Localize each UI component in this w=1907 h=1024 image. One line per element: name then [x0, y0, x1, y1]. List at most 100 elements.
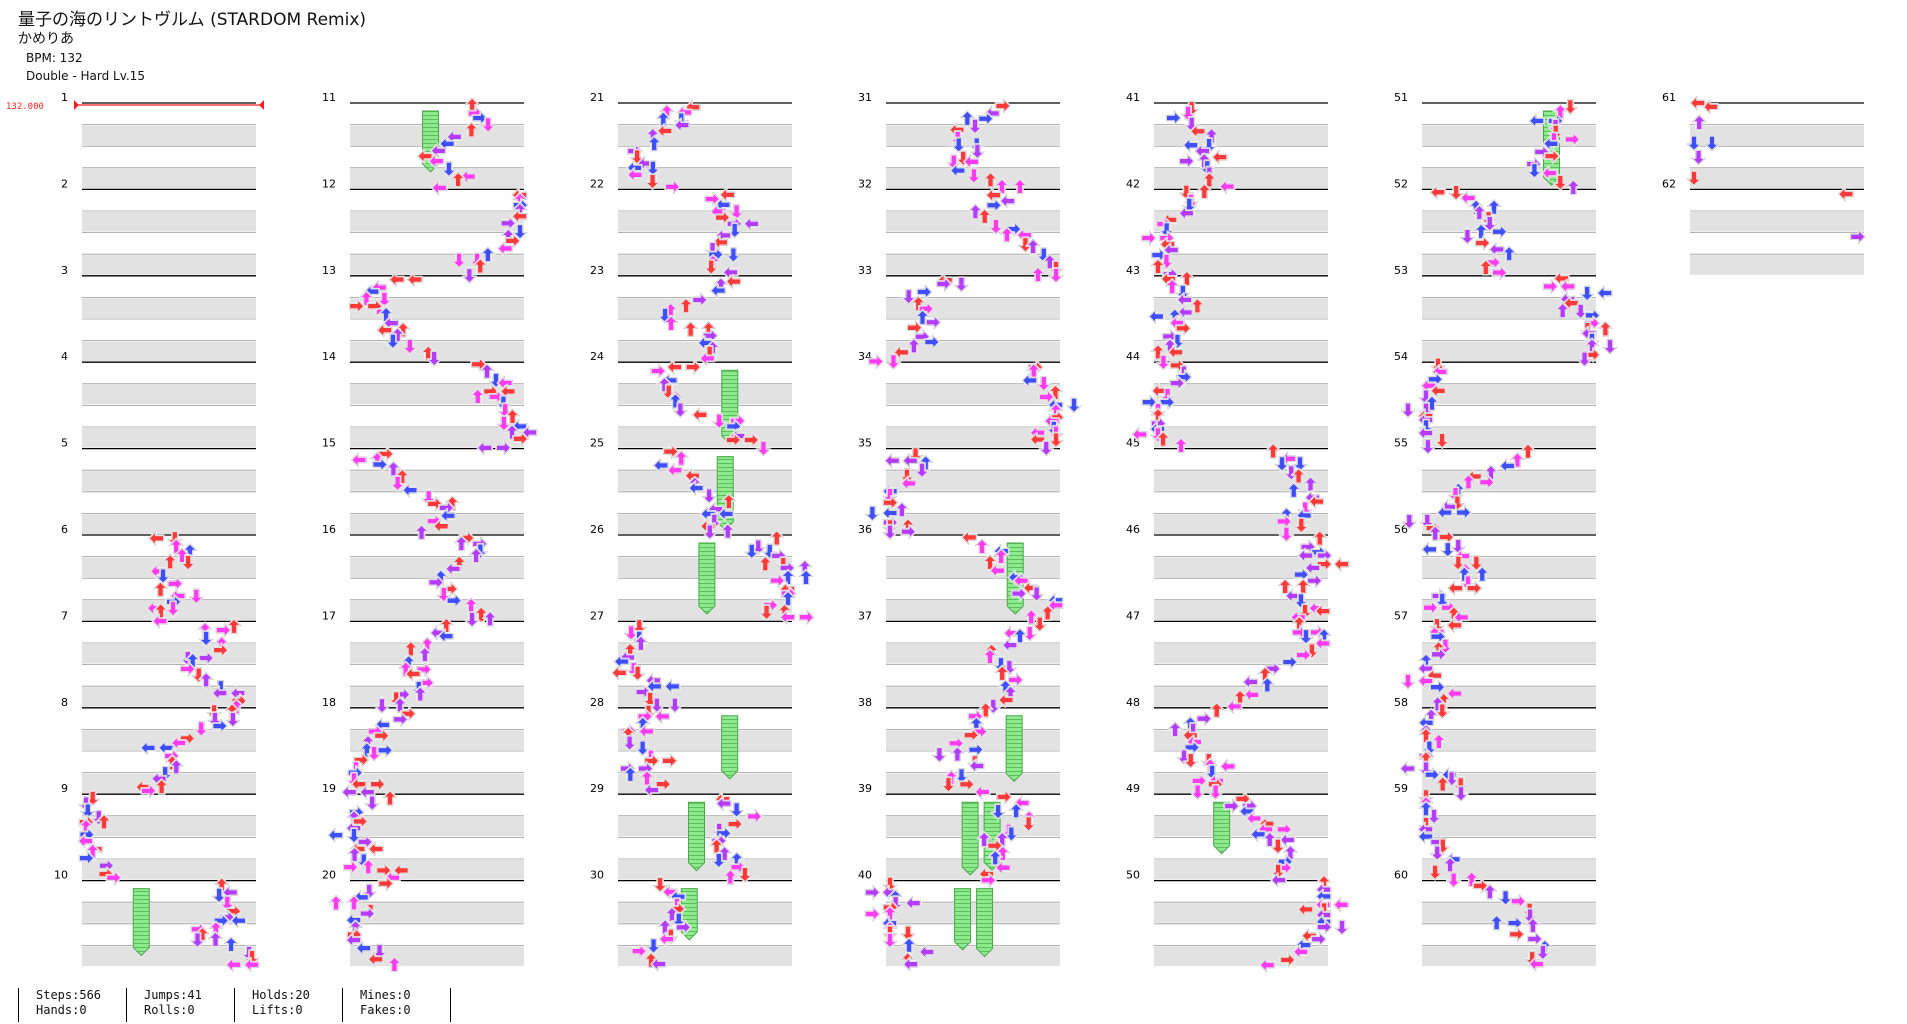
arrow-up-icon [328, 894, 344, 912]
arrow-right-icon [661, 752, 678, 769]
stat-fakes: Fakes:0 [360, 1003, 411, 1017]
measure-number: 28 [590, 696, 604, 709]
arrow-left-icon [459, 168, 477, 185]
measure-2: 2 [61, 177, 256, 275]
arrow-down-icon [1293, 517, 1310, 534]
arrow-left-icon [1702, 98, 1719, 115]
measure-number: 6 [61, 523, 68, 536]
arrow-right-icon [1542, 278, 1559, 295]
arrow-right-icon [691, 292, 709, 308]
arrow-right-icon [985, 197, 1003, 214]
arrow-right-icon [743, 432, 760, 448]
arrow-left-icon [444, 561, 462, 577]
arrow-left-icon [1837, 186, 1855, 202]
arrow-right-icon [1195, 710, 1213, 727]
arrow-up-icon [976, 207, 993, 225]
arrow-left-icon [1314, 635, 1331, 652]
arrow-down-icon [366, 745, 382, 762]
arrow-left-icon [1332, 896, 1350, 913]
measure-20: 20 [322, 869, 524, 966]
arrow-left-icon [243, 956, 260, 973]
measure-number: 55 [1394, 437, 1408, 450]
measure-number: 61 [1662, 91, 1676, 104]
stat-mines: Mines:0 [360, 988, 411, 1002]
arrow-up-icon [798, 568, 814, 586]
arrow-up-icon [1012, 627, 1028, 645]
arrow-up-icon [1189, 297, 1206, 315]
arrow-down-icon [737, 866, 753, 883]
arrow-down-icon [188, 588, 205, 605]
arrow-left-icon [496, 240, 514, 257]
arrow-down-icon [1292, 455, 1308, 473]
arrow-right-icon [1455, 504, 1472, 521]
arrow-right-icon [1038, 389, 1055, 405]
measure-number: 10 [54, 869, 68, 882]
arrow-left-icon [1308, 493, 1325, 510]
arrow-left-icon [77, 833, 94, 849]
arrow-up-icon [1150, 343, 1166, 361]
measure-number: 22 [590, 177, 604, 190]
arrow-down-icon [1686, 170, 1702, 187]
arrow-right-icon [1178, 153, 1196, 170]
arrow-up-icon [1488, 914, 1505, 931]
measure-28: 28 [590, 696, 792, 794]
arrow-down-icon [931, 746, 948, 764]
arrow-down-icon [496, 415, 512, 432]
measure-62: 62 [1662, 177, 1864, 275]
measure-number: 20 [322, 869, 336, 882]
bpm-tick-left [74, 100, 79, 110]
arrow-left-icon [725, 273, 742, 290]
arrow-right-icon [392, 711, 409, 728]
step-notes [77, 95, 1867, 973]
arrow-right-icon [864, 884, 881, 901]
arrow-down-icon [701, 523, 718, 541]
stat-hands: Hands:0 [36, 1003, 87, 1017]
arrow-down-icon [725, 246, 742, 264]
arrow-right-icon [1306, 572, 1324, 589]
arrow-right-icon [212, 642, 230, 658]
arrow-right-icon [675, 919, 692, 936]
arrow-down-icon [79, 802, 96, 820]
arrow-up-icon [385, 460, 402, 477]
measure-14: 14 [322, 350, 524, 448]
arrow-left-icon [1446, 685, 1463, 702]
arrow-down-icon [864, 505, 881, 522]
arrow-left-icon [1001, 637, 1019, 654]
arrow-down-icon [1020, 815, 1037, 833]
arrow-down-icon [1038, 440, 1055, 457]
measure-number: 44 [1126, 350, 1140, 363]
arrow-right-icon [427, 574, 445, 591]
measure-number: 58 [1394, 696, 1408, 709]
arrow-down-icon [1334, 919, 1350, 936]
arrow-down-icon [451, 252, 467, 269]
arrow-up-icon [168, 758, 185, 775]
arrow-up-icon [993, 547, 1009, 565]
arrow-left-icon [1417, 828, 1434, 845]
arrow-up-icon [1164, 278, 1180, 295]
measure-number: 30 [590, 869, 604, 882]
arrow-left-icon [355, 940, 372, 957]
measure-42: 42 [1126, 177, 1328, 275]
measure-number: 37 [858, 609, 872, 622]
arrow-right-icon [1491, 264, 1508, 281]
measure-33: 33 [858, 264, 1060, 362]
arrow-left-icon [698, 350, 716, 367]
arrow-left-icon [687, 480, 705, 496]
arrow-left-icon [1429, 184, 1446, 201]
measure-number: 41 [1126, 91, 1140, 104]
arrow-right-icon [1281, 654, 1299, 670]
arrow-down-icon [385, 332, 401, 350]
arrow-left-icon [1304, 560, 1321, 576]
arrow-up-icon [722, 868, 739, 886]
arrow-down-icon [1704, 134, 1720, 152]
arrow-left-icon [656, 123, 673, 139]
measure-number: 13 [322, 264, 336, 277]
arrow-left-icon [1596, 285, 1613, 301]
arrow-left-icon [902, 956, 919, 973]
arrow-left-icon [1417, 673, 1434, 689]
hold-note [698, 542, 716, 615]
arrow-down-icon [645, 160, 661, 177]
arrow-right-icon [215, 622, 232, 639]
arrow-right-icon [1849, 228, 1867, 245]
arrow-up-icon [358, 290, 375, 307]
